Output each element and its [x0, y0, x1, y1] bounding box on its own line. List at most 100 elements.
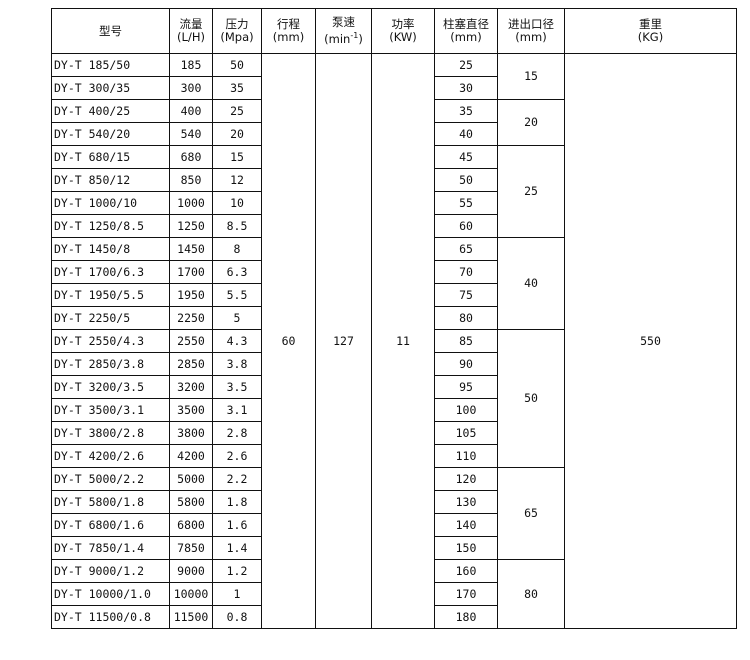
plunger-cell: 70: [434, 260, 498, 284]
pressure-cell: 1.6: [212, 513, 262, 537]
plunger-cell: 105: [434, 421, 498, 445]
model-cell: DY-T 3800/2.8: [51, 421, 170, 445]
flow-cell: 680: [169, 145, 213, 169]
model-cell: DY-T 1700/6.3: [51, 260, 170, 284]
pressure-cell: 1.2: [212, 559, 262, 583]
flow-cell: 400: [169, 99, 213, 123]
flow-cell: 7850: [169, 536, 213, 560]
model-cell: DY-T 1000/10: [51, 191, 170, 215]
port-cell: 25: [497, 145, 565, 238]
table-row: DY-T 850/12 850 12 50: [51, 168, 737, 192]
model-cell: DY-T 1450/8: [51, 237, 170, 261]
pressure-cell: 25: [212, 99, 262, 123]
model-cell: DY-T 6800/1.6: [51, 513, 170, 537]
table-row: DY-T 2250/5 2250 5 80: [51, 306, 737, 330]
flow-cell: 4200: [169, 444, 213, 468]
table-row: DY-T 680/15 680 15 45 25: [51, 145, 737, 238]
pressure-cell: 12: [212, 168, 262, 192]
flow-cell: 850: [169, 168, 213, 192]
plunger-cell: 55: [434, 191, 498, 215]
flow-cell: 5000: [169, 467, 213, 491]
table-row: DY-T 1700/6.3 1700 6.3 70: [51, 260, 737, 284]
table-row: DY-T 1250/8.5 1250 8.5 60: [51, 214, 737, 238]
header-speed: 泵速 (min-1): [315, 8, 372, 54]
pressure-cell: 1.4: [212, 536, 262, 560]
pressure-cell: 2.2: [212, 467, 262, 491]
pressure-cell: 20: [212, 122, 262, 146]
table-row: DY-T 400/25 400 25 35 20: [51, 99, 737, 146]
model-cell: DY-T 1950/5.5: [51, 283, 170, 307]
model-cell: DY-T 185/50: [51, 53, 170, 77]
model-cell: DY-T 5000/2.2: [51, 467, 170, 491]
plunger-cell: 130: [434, 490, 498, 514]
plunger-cell: 40: [434, 122, 498, 146]
header-plunger: 柱塞直径 (mm): [434, 8, 498, 54]
plunger-cell: 120: [434, 467, 498, 491]
plunger-cell: 60: [434, 214, 498, 238]
model-cell: DY-T 5800/1.8: [51, 490, 170, 514]
pressure-cell: 5.5: [212, 283, 262, 307]
table-row: DY-T 185/50 185 50 60 127 11 25 15 550: [51, 53, 737, 629]
pressure-cell: 0.8: [212, 605, 262, 629]
port-cell: 50: [497, 329, 565, 468]
table-row: DY-T 11500/0.8 11500 0.8 180: [51, 605, 737, 629]
table-row: DY-T 6800/1.6 6800 1.6 140: [51, 513, 737, 537]
flow-cell: 3500: [169, 398, 213, 422]
stroke-cell: 60: [261, 53, 316, 629]
pressure-cell: 8: [212, 237, 262, 261]
flow-cell: 2250: [169, 306, 213, 330]
model-cell: DY-T 400/25: [51, 99, 170, 123]
power-cell: 11: [371, 53, 435, 629]
plunger-cell: 75: [434, 283, 498, 307]
plunger-cell: 160: [434, 559, 498, 583]
header-row: 型号 流量 (L/H) 压力 (Mpa) 行程 (mm) 泵速 (min-1) 功率 (K…: [51, 8, 737, 54]
plunger-cell: 150: [434, 536, 498, 560]
model-cell: DY-T 300/35: [51, 76, 170, 100]
model-cell: DY-T 2250/5: [51, 306, 170, 330]
table-row: DY-T 4200/2.6 4200 2.6 110: [51, 444, 737, 468]
plunger-cell: 90: [434, 352, 498, 376]
plunger-cell: 180: [434, 605, 498, 629]
model-cell: DY-T 680/15: [51, 145, 170, 169]
pressure-cell: 3.5: [212, 375, 262, 399]
table-row: DY-T 1000/10 1000 10 55: [51, 191, 737, 215]
plunger-cell: 100: [434, 398, 498, 422]
model-cell: DY-T 2850/3.8: [51, 352, 170, 376]
speed-cell: 127: [315, 53, 372, 629]
table-row: DY-T 5000/2.2 5000 2.2 120 65: [51, 467, 737, 560]
table-row: DY-T 1950/5.5 1950 5.5 75: [51, 283, 737, 307]
model-cell: DY-T 11500/0.8: [51, 605, 170, 629]
plunger-cell: 85: [434, 329, 498, 353]
flow-cell: 3200: [169, 375, 213, 399]
header-power: 功率 (KW): [371, 8, 435, 54]
table-row: DY-T 10000/1.0 10000 1 170: [51, 582, 737, 606]
flow-cell: 9000: [169, 559, 213, 583]
plunger-cell: 50: [434, 168, 498, 192]
flow-cell: 2550: [169, 329, 213, 353]
pressure-cell: 5: [212, 306, 262, 330]
model-cell: DY-T 540/20: [51, 122, 170, 146]
weight-cell: 550: [564, 53, 737, 629]
model-cell: DY-T 7850/1.4: [51, 536, 170, 560]
pressure-cell: 35: [212, 76, 262, 100]
flow-cell: 1700: [169, 260, 213, 284]
pressure-cell: 4.3: [212, 329, 262, 353]
table-row: DY-T 300/35 300 35 30: [51, 76, 737, 100]
header-pressure: 压力 (Mpa): [212, 8, 262, 54]
table-row: DY-T 5800/1.8 5800 1.8 130: [51, 490, 737, 514]
model-cell: DY-T 9000/1.2: [51, 559, 170, 583]
flow-cell: 10000: [169, 582, 213, 606]
header-flow: 流量 (L/H): [169, 8, 213, 54]
flow-cell: 1000: [169, 191, 213, 215]
pressure-cell: 1.8: [212, 490, 262, 514]
flow-cell: 1950: [169, 283, 213, 307]
pressure-cell: 15: [212, 145, 262, 169]
pressure-cell: 6.3: [212, 260, 262, 284]
header-weight: 重里 (KG): [564, 8, 737, 54]
model-cell: DY-T 1250/8.5: [51, 214, 170, 238]
table-row: DY-T 2550/4.3 2550 4.3 85 50: [51, 329, 737, 468]
model-cell: DY-T 3200/3.5: [51, 375, 170, 399]
pressure-cell: 8.5: [212, 214, 262, 238]
port-cell: 65: [497, 467, 565, 560]
flow-cell: 300: [169, 76, 213, 100]
